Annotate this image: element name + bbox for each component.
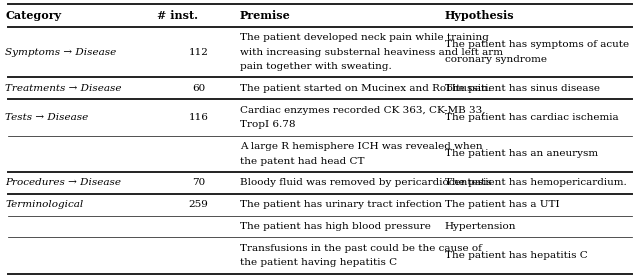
Text: TropI 6.78: TropI 6.78 — [240, 120, 296, 129]
Text: 259: 259 — [188, 200, 209, 209]
Text: The patient has hepatitis C: The patient has hepatitis C — [445, 251, 588, 260]
Text: Procedures → Disease: Procedures → Disease — [5, 178, 121, 187]
Text: The patient has a UTI: The patient has a UTI — [445, 200, 559, 209]
Text: Hypertension: Hypertension — [445, 222, 516, 231]
Text: Premise: Premise — [240, 10, 291, 21]
Text: Category: Category — [5, 10, 61, 21]
Text: The patient has symptoms of acute: The patient has symptoms of acute — [445, 40, 629, 49]
Text: Terminological: Terminological — [5, 200, 83, 209]
Text: # inst.: # inst. — [157, 10, 198, 21]
Text: coronary syndrome: coronary syndrome — [445, 55, 547, 64]
Text: The patient has sinus disease: The patient has sinus disease — [445, 84, 600, 93]
Text: Symptoms → Disease: Symptoms → Disease — [5, 48, 116, 56]
Text: The patient has high blood pressure: The patient has high blood pressure — [240, 222, 431, 231]
Text: The patient has hemopericardium.: The patient has hemopericardium. — [445, 178, 627, 187]
Text: The patient has urinary tract infection: The patient has urinary tract infection — [240, 200, 442, 209]
Text: 112: 112 — [188, 48, 209, 56]
Text: 70: 70 — [192, 178, 205, 187]
Text: The patient developed neck pain while training: The patient developed neck pain while tr… — [240, 33, 489, 42]
Text: 60: 60 — [192, 84, 205, 93]
Text: Treatments → Disease: Treatments → Disease — [5, 84, 122, 93]
Text: the patent had head CT: the patent had head CT — [240, 157, 365, 166]
Text: with increasing substernal heaviness and left arm: with increasing substernal heaviness and… — [240, 48, 503, 56]
Text: 116: 116 — [188, 113, 209, 122]
Text: Bloody fluid was removed by pericardiocentesis: Bloody fluid was removed by pericardioce… — [240, 178, 492, 187]
Text: Cardiac enzymes recorded CK 363, CK-MB 33,: Cardiac enzymes recorded CK 363, CK-MB 3… — [240, 106, 486, 115]
Text: Hypothesis: Hypothesis — [445, 10, 515, 21]
Text: Transfusions in the past could be the cause of: Transfusions in the past could be the ca… — [240, 244, 482, 253]
Text: the patient having hepatitis C: the patient having hepatitis C — [240, 259, 397, 267]
Text: Tests → Disease: Tests → Disease — [5, 113, 88, 122]
Text: The patient has cardiac ischemia: The patient has cardiac ischemia — [445, 113, 618, 122]
Text: The patient started on Mucinex and Robitussin.: The patient started on Mucinex and Robit… — [240, 84, 491, 93]
Text: The patient has an aneurysm: The patient has an aneurysm — [445, 149, 598, 158]
Text: A large R hemisphere ICH was revealed when: A large R hemisphere ICH was revealed wh… — [240, 142, 483, 151]
Text: pain together with sweating.: pain together with sweating. — [240, 62, 392, 71]
